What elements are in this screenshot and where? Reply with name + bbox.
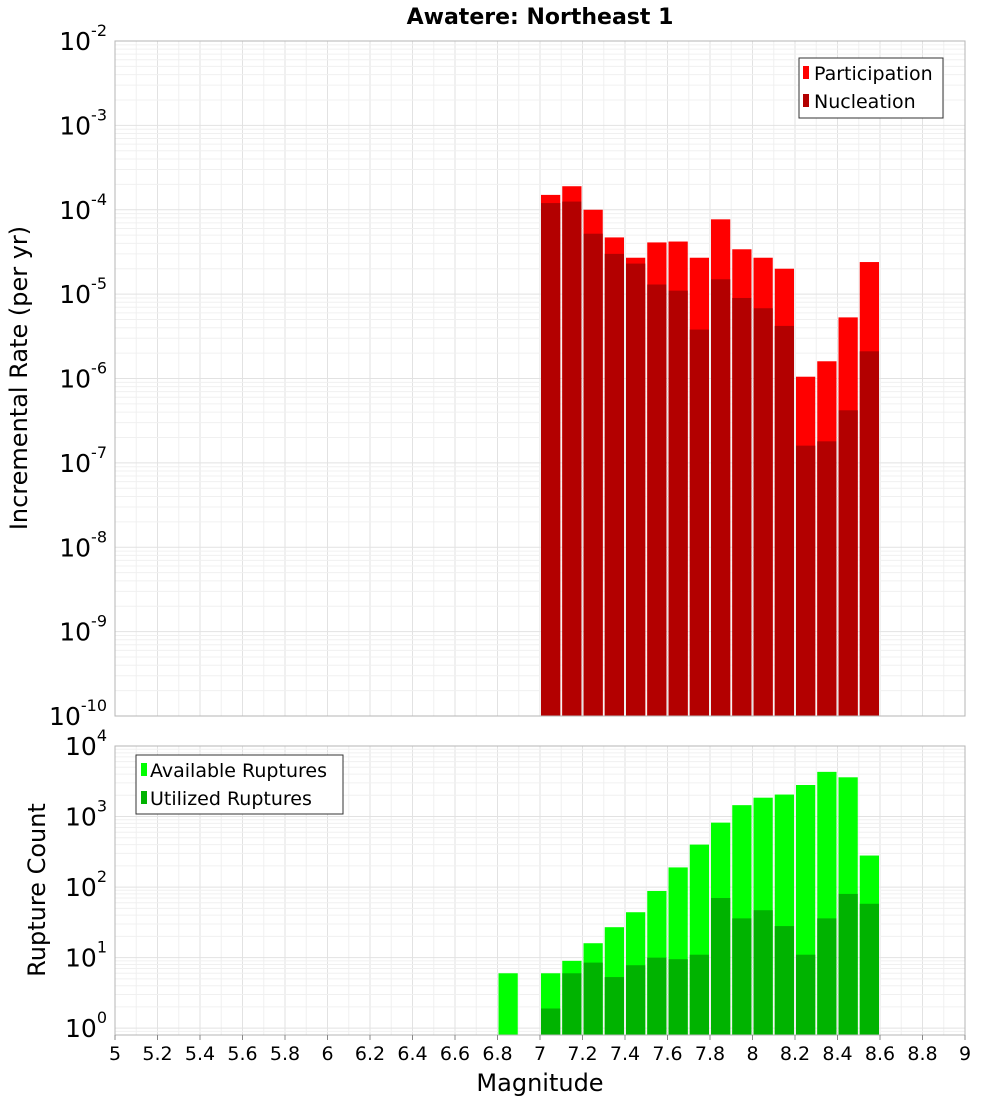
rate-bar-series2 — [753, 308, 773, 716]
rate-panel-legend: Participation Nucleation — [798, 57, 944, 119]
rate-bar-series2 — [604, 253, 624, 716]
legend-swatch-available — [141, 763, 147, 776]
count-panel-bars — [498, 771, 879, 1035]
rate-y-tick-label: 10-2 — [59, 21, 107, 56]
count-bar-series2 — [626, 965, 646, 1035]
count-bar-series2 — [583, 962, 603, 1035]
rate-y-tick-label: 10-8 — [59, 527, 107, 562]
rate-bar-series2 — [583, 233, 603, 716]
x-tick-label: 7.2 — [567, 1043, 597, 1065]
rate-panel-y-axis-label: Incremental Rate (per yr) — [5, 226, 33, 530]
count-bar-series2 — [689, 954, 709, 1035]
count-bar-series2 — [647, 957, 667, 1035]
x-tick-label: 8.2 — [780, 1043, 810, 1065]
rate-y-tick-label: 10-3 — [59, 105, 107, 140]
rate-y-tick-label: 10-4 — [59, 190, 107, 225]
count-bar-series2 — [796, 954, 816, 1035]
x-tick-label: 8.8 — [907, 1043, 937, 1065]
rate-bar-series2 — [838, 410, 858, 716]
x-tick-label: 6.8 — [482, 1043, 512, 1065]
count-y-tick-label: 100 — [65, 1008, 107, 1043]
rate-y-tick-label: 10-6 — [59, 359, 107, 394]
count-bar-series2 — [604, 977, 624, 1035]
count-bar-series2 — [817, 918, 837, 1035]
x-tick-label: 5.4 — [185, 1043, 215, 1065]
rate-bar-series2 — [774, 325, 794, 716]
x-tick-label: 7.6 — [652, 1043, 682, 1065]
rate-y-tick-label: 10-10 — [49, 696, 107, 731]
x-tick-label: 5.8 — [270, 1043, 300, 1065]
x-tick-label: 8 — [746, 1043, 758, 1065]
count-panel-y-ticks: 104 103 102 101 100 — [65, 726, 107, 1043]
rate-y-tick-label: 10-5 — [59, 274, 107, 309]
x-tick-label: 5.6 — [227, 1043, 257, 1065]
rate-bar-series2 — [562, 201, 582, 716]
count-bar-series1 — [498, 973, 518, 1035]
x-tick-label: 6.6 — [440, 1043, 470, 1065]
rate-bar-series2 — [732, 297, 752, 716]
x-axis-label: Magnitude — [476, 1069, 603, 1097]
rate-panel-bars — [541, 186, 879, 717]
x-tick-label: 9 — [959, 1043, 971, 1065]
rate-bar-series2 — [796, 445, 816, 716]
rate-y-tick-label: 10-9 — [59, 612, 107, 647]
x-tick-label: 7.8 — [695, 1043, 725, 1065]
x-axis-ticks: 5 5.2 5.4 5.6 5.8 6 6.2 6.4 6.6 6.8 7 7.2 7.4 7.6 7.8 8… — [109, 1035, 971, 1065]
x-tick-label: 5 — [109, 1043, 121, 1065]
rate-panel-frame — [114, 40, 966, 717]
count-panel-y-axis-label: Rupture Count — [23, 803, 51, 977]
count-y-tick-label: 103 — [65, 797, 107, 832]
rate-panel-y-ticks: 10-2 10-3 10-4 10-5 10-6 10-7 10-8 10-9 10-10 — [49, 21, 107, 731]
count-bar-series2 — [668, 959, 688, 1035]
rate-bar-series2 — [668, 290, 688, 716]
x-tick-label: 5.2 — [142, 1043, 172, 1065]
count-bar-series2 — [838, 893, 858, 1035]
rate-y-tick-label: 10-7 — [59, 443, 107, 478]
count-bar-series2 — [732, 918, 752, 1035]
x-tick-label: 6 — [321, 1043, 333, 1065]
chart-title: Awatere: Northeast 1 — [407, 5, 674, 30]
x-tick-label: 8.4 — [822, 1043, 852, 1065]
count-bar-series2 — [859, 903, 879, 1035]
count-bar-series2 — [753, 910, 773, 1035]
count-y-tick-label: 101 — [65, 938, 107, 973]
x-tick-label: 7.4 — [610, 1043, 640, 1065]
legend-label-available: Available Ruptures — [150, 760, 327, 782]
x-tick-label: 6.2 — [355, 1043, 385, 1065]
count-bar-series2 — [562, 973, 582, 1035]
rate-bar-series2 — [541, 203, 561, 716]
count-bar-series2 — [711, 898, 731, 1035]
x-tick-label: 6.4 — [397, 1043, 427, 1065]
legend-swatch-nucleation — [803, 94, 809, 107]
count-bar-series2 — [774, 926, 794, 1035]
legend-label-utilized: Utilized Ruptures — [150, 788, 312, 810]
count-y-tick-label: 104 — [65, 726, 107, 761]
x-tick-label: 8.6 — [865, 1043, 895, 1065]
rate-bar-series2 — [689, 329, 709, 716]
rate-bar-series2 — [626, 263, 646, 716]
rate-bar-series2 — [647, 284, 667, 716]
legend-swatch-participation — [803, 66, 809, 79]
legend-swatch-utilized — [141, 791, 147, 804]
rate-bar-series2 — [859, 351, 879, 716]
rate-panel-grid — [114, 40, 966, 717]
count-panel-legend: Available Ruptures Utilized Ruptures — [135, 754, 344, 815]
x-tick-label: 7 — [534, 1043, 546, 1065]
count-y-tick-label: 102 — [65, 867, 107, 902]
legend-label-participation: Participation — [814, 63, 933, 85]
rate-bar-series2 — [711, 279, 731, 716]
legend-label-nucleation: Nucleation — [814, 91, 916, 113]
rate-bar-series2 — [817, 441, 837, 716]
count-bar-series2 — [541, 1008, 561, 1035]
